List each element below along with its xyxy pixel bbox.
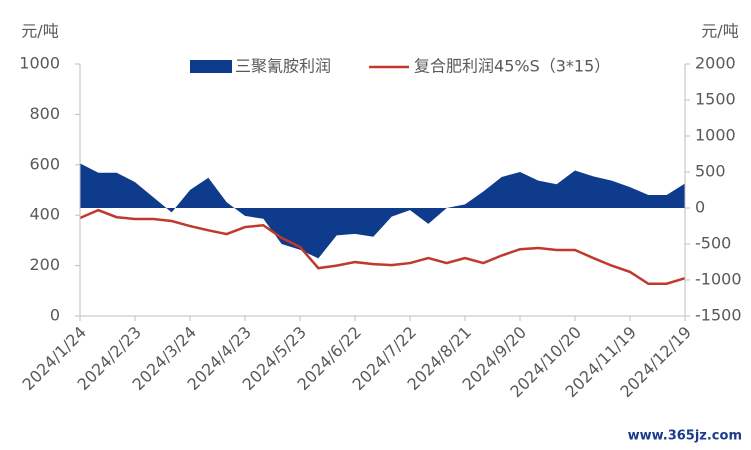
area (80, 163, 685, 259)
legend-swatch (190, 60, 232, 73)
y-tick-label: 400 (29, 205, 60, 224)
y-tick-label: 600 (29, 154, 60, 173)
y2-tick-label: -1000 (695, 270, 742, 289)
y-tick-label: 800 (29, 104, 60, 123)
y2-tick-label: 0 (695, 198, 705, 217)
y2-tick-label: 500 (695, 162, 726, 181)
watermark: www.365jz.com (628, 429, 742, 444)
y2-tick-label: 2000 (695, 54, 736, 73)
legend-label: 三聚氰胺利润 (235, 57, 331, 76)
y2-tick-label: 1000 (695, 126, 736, 145)
line (79, 208, 686, 285)
y-tick-label: 0 (50, 306, 60, 325)
y-tick-label: 200 (29, 255, 60, 274)
y-tick-label: 1000 (19, 54, 60, 73)
y2-tick-label: -1500 (695, 306, 742, 325)
y2-unit: 元/吨 (701, 22, 738, 41)
y2-tick-label: 1500 (695, 90, 736, 109)
y-unit: 元/吨 (21, 22, 58, 41)
legend-label: 复合肥利润45%S（3*15） (414, 57, 610, 76)
y2-tick-label: -500 (695, 234, 731, 253)
